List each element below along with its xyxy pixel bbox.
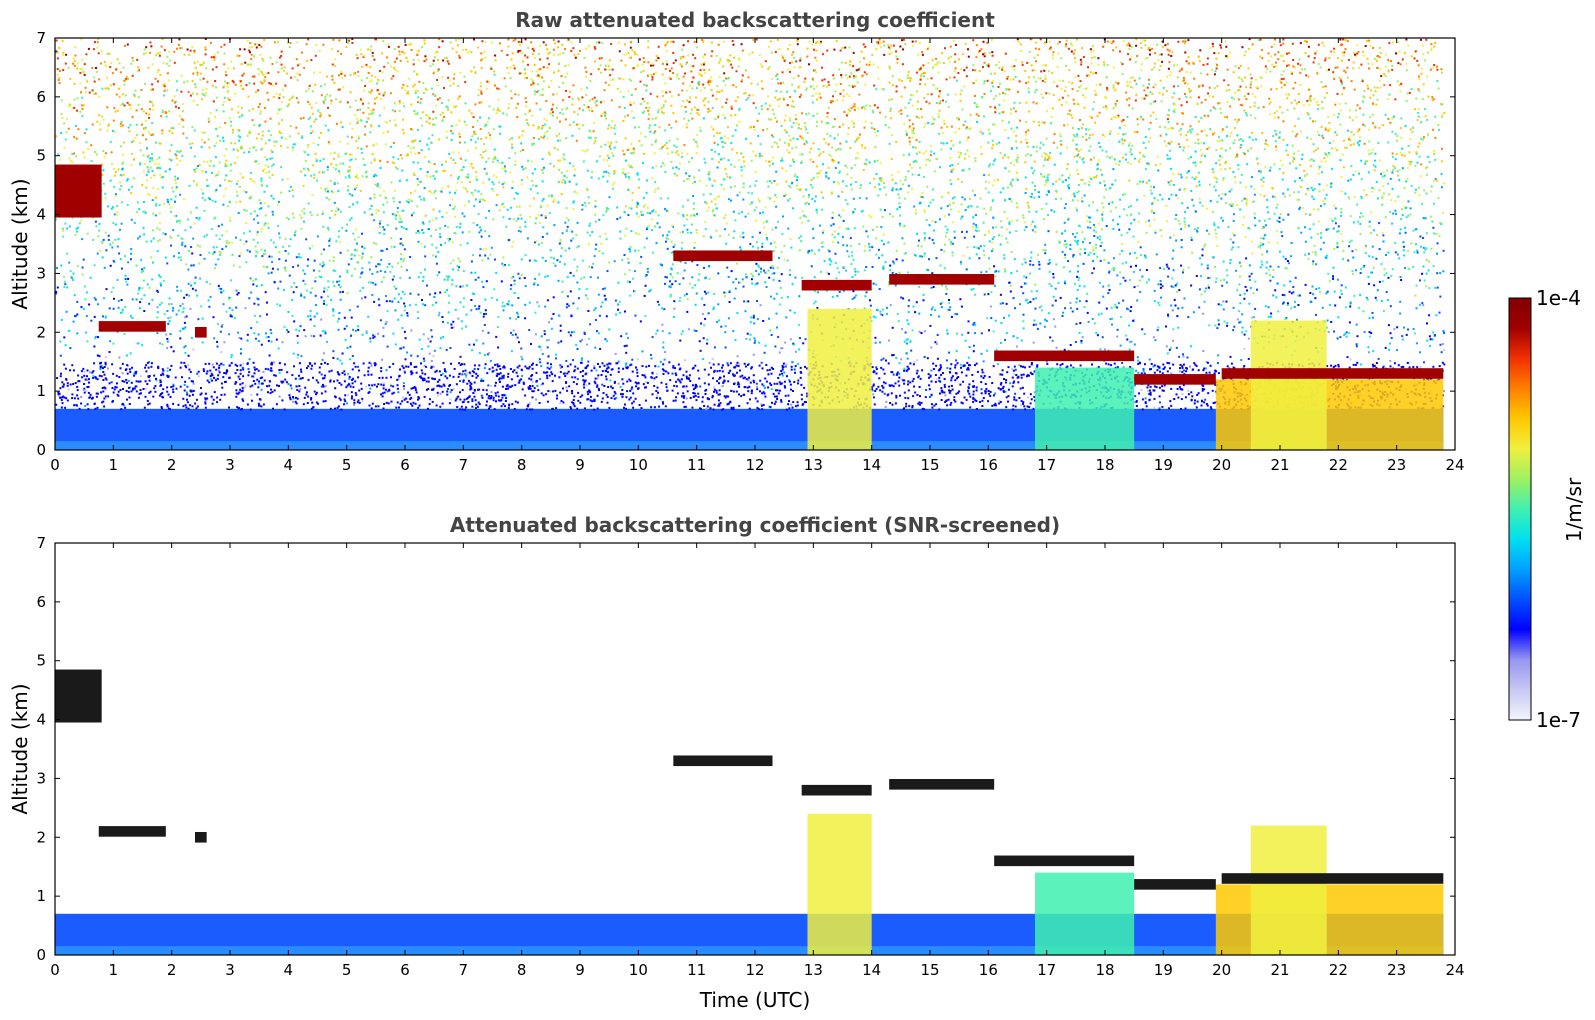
x-tick-label: 8	[517, 456, 527, 474]
x-tick-label: 10	[629, 961, 648, 979]
x-tick-label: 13	[804, 456, 823, 474]
x-tick-label: 23	[1387, 456, 1406, 474]
x-tick-label: 3	[225, 456, 235, 474]
x-tick-label: 21	[1270, 456, 1289, 474]
x-tick-label: 15	[920, 961, 939, 979]
x-tick-label: 9	[575, 961, 585, 979]
y-tick-label: 3	[36, 769, 46, 787]
bottom-chart-title: Attenuated backscattering coefficient (S…	[450, 513, 1060, 537]
x-tick-label: 24	[1445, 961, 1464, 979]
x-tick-label: 8	[517, 961, 527, 979]
x-tick-label: 4	[284, 961, 294, 979]
x-tick-label: 14	[862, 961, 881, 979]
y-tick-label: 2	[36, 323, 46, 341]
x-tick-label: 20	[1212, 456, 1231, 474]
x-tick-label: 0	[50, 961, 60, 979]
y-tick-label: 4	[36, 711, 46, 729]
x-tick-label: 2	[167, 961, 177, 979]
x-tick-label: 15	[920, 456, 939, 474]
top-heatmap	[55, 38, 1446, 450]
y-tick-label: 1	[36, 382, 46, 400]
x-tick-label: 17	[1037, 456, 1056, 474]
x-tick-label: 7	[459, 961, 469, 979]
convective-columns	[807, 813, 1444, 955]
x-tick-label: 2	[167, 456, 177, 474]
y-tick-label: 7	[36, 29, 46, 47]
x-tick-label: 1	[109, 456, 119, 474]
boundary-layer-band	[55, 913, 1444, 955]
cloud-layers	[55, 669, 1444, 890]
colorbar-min-label: 1e-7	[1536, 708, 1581, 732]
x-tick-label: 0	[50, 456, 60, 474]
colorbar-unit-label: 1/m/sr	[1562, 477, 1586, 542]
bottom-axis-ticks: 0 1 2 3 4 5 6 7 8 9 10 11 12 13 14 15 16 17 18 19 20 21 22 23 24…	[36, 534, 1464, 979]
x-tick-label: 6	[400, 456, 410, 474]
x-tick-label: 19	[1154, 961, 1173, 979]
bottom-y-axis-label: Altitude (km)	[8, 683, 32, 814]
y-tick-label: 3	[36, 264, 46, 282]
x-tick-label: 5	[342, 961, 352, 979]
x-tick-label: 5	[342, 456, 352, 474]
cloud-layers	[55, 164, 1444, 385]
x-tick-label: 23	[1387, 961, 1406, 979]
y-tick-label: 5	[36, 652, 46, 670]
x-tick-label: 18	[1095, 961, 1114, 979]
x-tick-label: 19	[1154, 456, 1173, 474]
convective-columns	[807, 308, 1444, 450]
x-tick-label: 9	[575, 456, 585, 474]
x-tick-label: 13	[804, 961, 823, 979]
x-axis-label: Time (UTC)	[699, 988, 811, 1012]
x-tick-label: 20	[1212, 961, 1231, 979]
x-tick-label: 11	[687, 456, 706, 474]
y-tick-label: 7	[36, 534, 46, 552]
x-tick-label: 18	[1095, 456, 1114, 474]
noise-speckle	[55, 38, 1446, 411]
boundary-layer-band	[55, 408, 1444, 450]
top-chart-title: Raw attenuated backscattering coefficien…	[515, 8, 995, 32]
x-tick-label: 16	[979, 961, 998, 979]
y-tick-label: 0	[36, 946, 46, 964]
x-tick-label: 7	[459, 456, 469, 474]
x-tick-label: 17	[1037, 961, 1056, 979]
y-tick-label: 6	[36, 88, 46, 106]
colorbar-max-label: 1e-4	[1536, 286, 1581, 310]
x-tick-label: 3	[225, 961, 235, 979]
y-tick-label: 1	[36, 887, 46, 905]
x-tick-label: 16	[979, 456, 998, 474]
x-tick-label: 10	[629, 456, 648, 474]
x-tick-label: 1	[109, 961, 119, 979]
colorbar	[1508, 297, 1532, 721]
x-tick-label: 12	[745, 961, 764, 979]
y-tick-label: 2	[36, 828, 46, 846]
x-tick-label: 4	[284, 456, 294, 474]
y-tick-label: 6	[36, 593, 46, 611]
x-tick-label: 24	[1445, 456, 1464, 474]
bottom-heatmap	[55, 669, 1444, 955]
top-y-axis-label: Altitude (km)	[8, 178, 32, 309]
x-tick-label: 12	[745, 456, 764, 474]
x-tick-label: 11	[687, 961, 706, 979]
y-tick-label: 5	[36, 147, 46, 165]
y-tick-label: 0	[36, 441, 46, 459]
top-axis-ticks: 0 1 2 3 4 5 6 7 8 9 10 11 12 13 14 15 16 17 18 19 20 21 22 23 24…	[36, 29, 1464, 474]
x-tick-label: 21	[1270, 961, 1289, 979]
x-tick-label: 22	[1329, 456, 1348, 474]
x-tick-label: 6	[400, 961, 410, 979]
x-tick-label: 22	[1329, 961, 1348, 979]
x-tick-label: 14	[862, 456, 881, 474]
y-tick-label: 4	[36, 206, 46, 224]
